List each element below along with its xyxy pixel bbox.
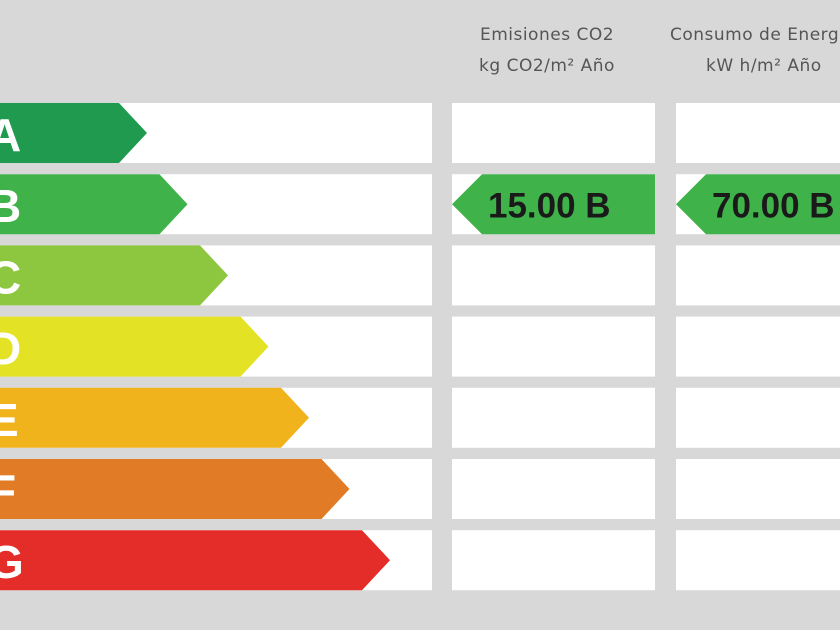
scale-letter: D xyxy=(0,323,21,375)
scale-letter: E xyxy=(0,394,19,446)
cell xyxy=(452,530,655,591)
scale-arrow xyxy=(0,103,147,163)
scale-arrow xyxy=(0,387,309,448)
scale-arrow xyxy=(0,174,188,235)
column-unit: kg CO2/m² Año xyxy=(479,56,615,76)
cell xyxy=(676,245,840,306)
cell xyxy=(676,316,840,377)
cell xyxy=(676,103,840,163)
scale-arrow xyxy=(0,316,269,377)
rating-arrow xyxy=(676,174,840,235)
column-title: Emisiones CO2 xyxy=(480,25,614,45)
cell xyxy=(452,245,655,306)
cell xyxy=(676,387,840,448)
rating-value: 15.00 B xyxy=(488,187,611,226)
cell xyxy=(452,387,655,448)
cell xyxy=(452,103,655,163)
rating-value: 70.00 B xyxy=(712,187,835,226)
column-unit: kW h/m² Año xyxy=(706,56,822,76)
cell xyxy=(452,459,655,519)
column-title: Consumo de Energía xyxy=(670,25,840,45)
scale-arrow xyxy=(0,459,350,519)
scale-arrow xyxy=(0,245,228,306)
cell xyxy=(676,530,840,591)
rating-arrow xyxy=(452,174,655,235)
scale-arrow xyxy=(0,530,390,591)
scale-letter: G xyxy=(0,536,24,588)
scale-letter: F xyxy=(0,465,16,517)
cell xyxy=(676,459,840,519)
cell xyxy=(452,316,655,377)
scale-letter: C xyxy=(0,251,21,303)
scale-letter: A xyxy=(0,109,21,161)
scale-letter: B xyxy=(0,180,21,232)
